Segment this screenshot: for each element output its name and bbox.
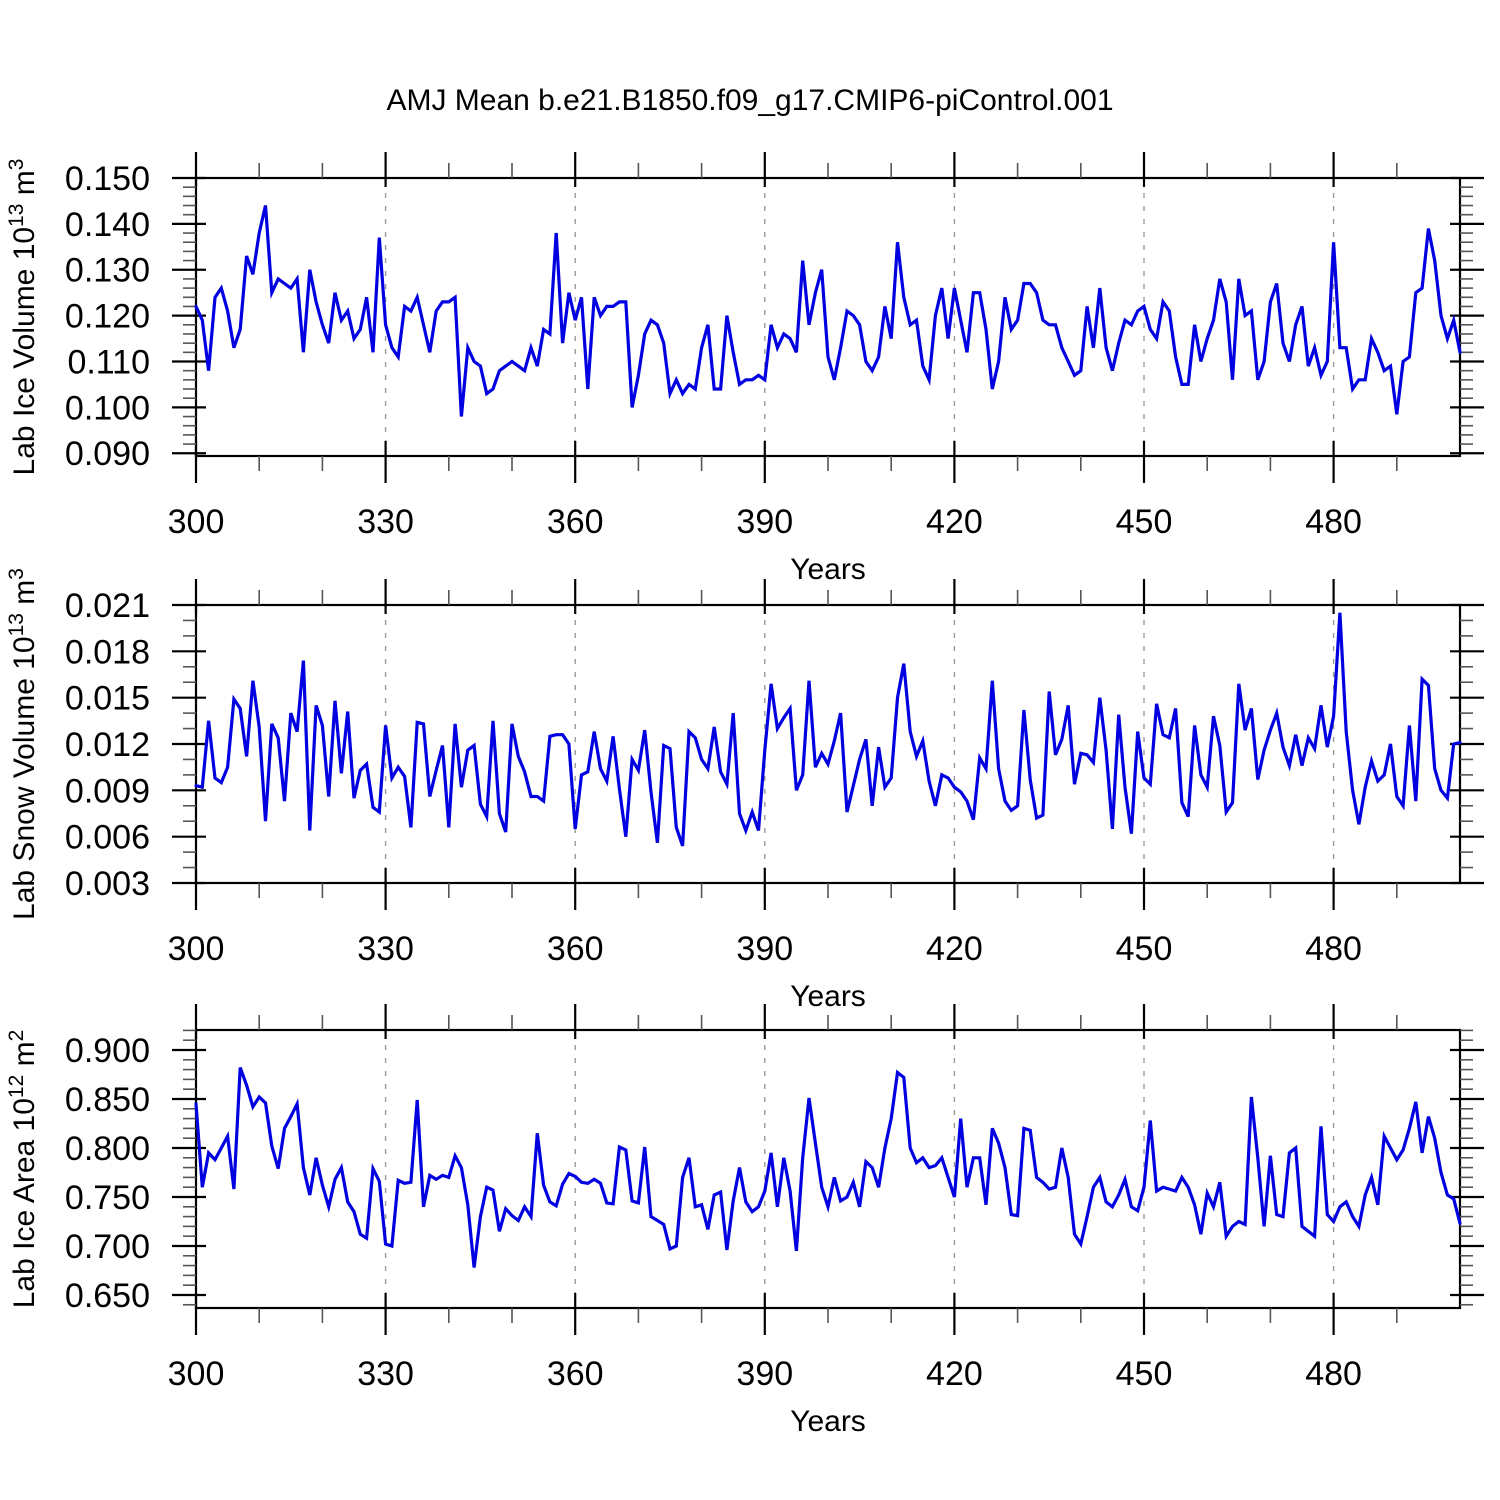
y-tick-label: 0.800: [65, 1130, 150, 1168]
x-tick-label: 420: [926, 503, 983, 541]
y-axis-title: Lab Ice Volume 1013 m3: [5, 159, 41, 476]
x-tick-label: 480: [1305, 1355, 1362, 1393]
x-tick-label: 330: [357, 503, 414, 541]
y-tick-label: 0.100: [65, 389, 150, 427]
y-tick-label: 0.150: [65, 160, 150, 198]
y-tick-label: 0.012: [65, 726, 150, 764]
y-tick-label: 0.110: [67, 343, 150, 381]
y-tick-label: 0.120: [65, 298, 150, 336]
data-line-lab-snow-volume: [194, 612, 1462, 847]
x-tick-label: 330: [357, 930, 414, 968]
chart-title: AMJ Mean b.e21.B1850.f09_g17.CMIP6-piCon…: [386, 84, 1114, 117]
x-tick-label: 390: [736, 1355, 793, 1393]
x-tick-label: 360: [547, 930, 604, 968]
x-tick-label: 420: [926, 1355, 983, 1393]
y-tick-label: 0.003: [65, 865, 150, 903]
y-tick-label: 0.009: [65, 772, 150, 810]
x-tick-label: 300: [168, 503, 225, 541]
x-tick-label: 360: [547, 1355, 604, 1393]
panel-lab-snow-volume: 300 330 360 390 420 450 480 0.003 0.006 0.009 0.01…: [5, 568, 1484, 1013]
x-tick-label: 330: [357, 1355, 414, 1393]
y-tick-label: 0.090: [65, 435, 150, 473]
y-tick-label: 0.006: [65, 819, 150, 857]
y-tick-label: 0.900: [65, 1032, 150, 1070]
y-tick-label: 0.015: [65, 680, 150, 718]
x-tick-label: 480: [1305, 930, 1362, 968]
x-tick-label: 390: [736, 503, 793, 541]
y-tick-label: 0.018: [65, 633, 150, 671]
y-tick-label: 0.021: [65, 587, 150, 625]
x-tick-label: 480: [1305, 503, 1362, 541]
y-tick-label: 0.750: [65, 1179, 150, 1217]
panel-lab-ice-area: 300 330 360 390 420 450 480 0.650 0.700 0.750 0.80…: [5, 1004, 1484, 1438]
x-tick-label: 450: [1116, 503, 1173, 541]
x-tick-label: 390: [736, 930, 793, 968]
y-tick-label: 0.850: [65, 1081, 150, 1119]
x-tick-label: 300: [168, 1355, 225, 1393]
data-line-lab-ice-area: [194, 1067, 1462, 1268]
y-tick-label: 0.140: [65, 206, 150, 244]
y-axis-title: Lab Ice Area 1012 m2: [5, 1030, 41, 1309]
x-axis-title: Years: [790, 980, 866, 1013]
y-tick-label: 0.130: [65, 252, 150, 290]
data-line-lab-ice-volume: [194, 205, 1462, 417]
y-tick-label: 0.650: [65, 1277, 150, 1315]
panel-lab-ice-volume: 300 330 360 390 420 450 480 0.090 0.100 0.110 0.12…: [5, 152, 1484, 586]
x-tick-label: 420: [926, 930, 983, 968]
x-tick-label: 450: [1116, 930, 1173, 968]
x-tick-label: 360: [547, 503, 604, 541]
x-tick-label: 450: [1116, 1355, 1173, 1393]
x-tick-label: 300: [168, 930, 225, 968]
y-tick-label: 0.700: [65, 1228, 150, 1266]
x-axis-title: Years: [790, 1405, 866, 1438]
x-axis-title: Years: [790, 553, 866, 586]
y-axis-title: Lab Snow Volume 1013 m3: [5, 568, 41, 920]
